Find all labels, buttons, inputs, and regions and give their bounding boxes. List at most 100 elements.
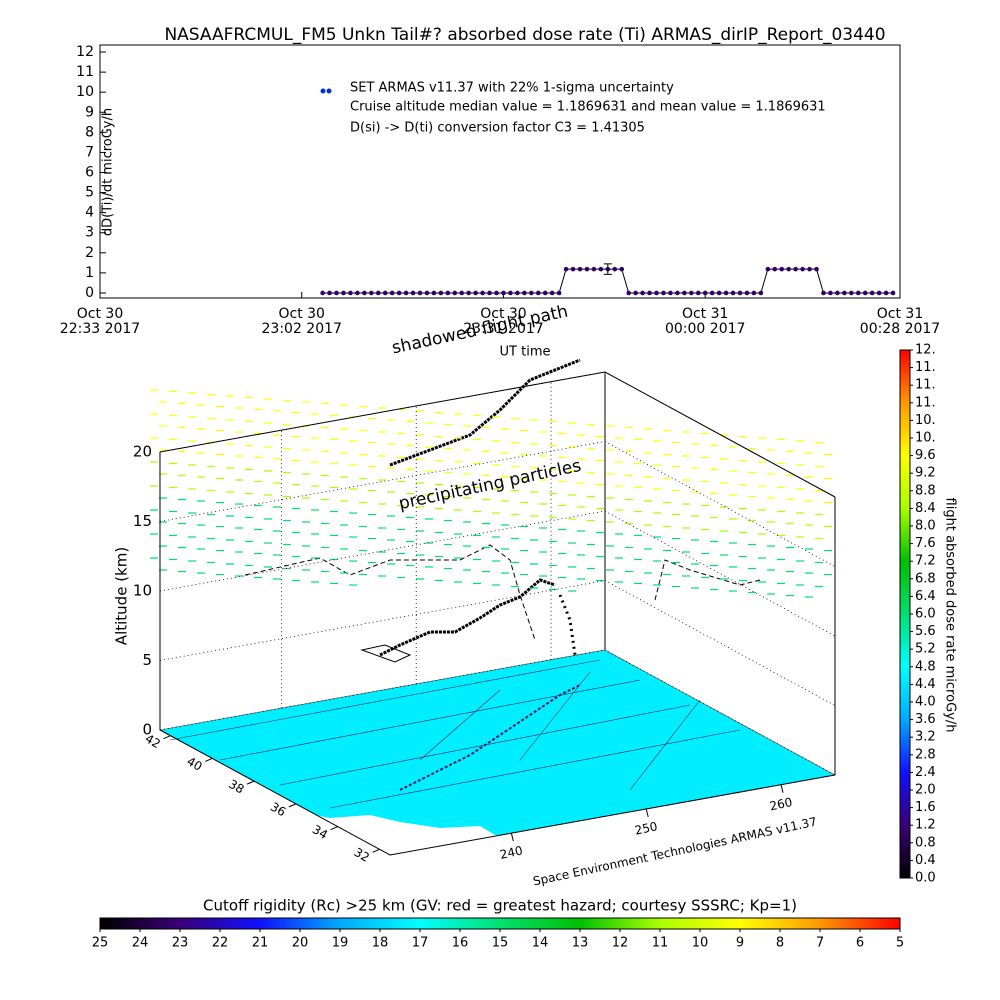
data-point [730, 290, 736, 296]
data-point [424, 290, 430, 296]
data-point [786, 266, 791, 272]
data-point [709, 290, 715, 296]
z-tick-label: 20 [133, 443, 152, 461]
colorbar-tick-label: 11. [915, 395, 936, 410]
data-point [876, 290, 882, 296]
colorbar-tick-label: 12. [915, 343, 936, 358]
lon-tick-label: 250 [633, 819, 658, 837]
colorbar-tick-label: 0.0 [915, 871, 936, 886]
data-point [382, 290, 388, 296]
error-bar [603, 263, 612, 275]
data-point [369, 290, 374, 296]
z-tick-label: 0 [142, 721, 152, 739]
legend-text: D(si) -> D(ti) conversion factor C3 = 1.… [350, 121, 645, 136]
data-point [563, 266, 569, 272]
data-point [396, 290, 402, 296]
data-point [431, 290, 437, 296]
y-tick-label: 6 [85, 165, 94, 181]
z-tick-label: 10 [133, 582, 152, 600]
data-point [842, 290, 847, 296]
data-point [320, 290, 325, 296]
data-point [835, 290, 840, 296]
shadowed-flight-path [389, 358, 581, 467]
colorbar-tick-label: 23 [172, 936, 189, 951]
colorbar-tick-label: 16 [452, 936, 469, 951]
x-tick-label: Oct 30 [278, 306, 324, 322]
colorbar-tick-label: 20 [292, 936, 309, 951]
data-point [612, 266, 618, 272]
colorbar-tick-label: 14 [532, 936, 549, 951]
z-grid-line [159, 441, 836, 567]
data-point [501, 290, 506, 296]
colorbar-tick-label: 11. [915, 378, 936, 393]
data-point [445, 290, 451, 296]
data-point [452, 290, 458, 296]
data-point [570, 266, 576, 272]
data-point [417, 290, 423, 296]
data-point [695, 290, 701, 296]
colorbar-tick-label: 25 [92, 936, 109, 951]
lon-tick [510, 833, 514, 842]
colorbar-tick-label: 6.0 [915, 607, 936, 622]
x-tick-label: Oct 30 [480, 306, 526, 322]
colorbar-tick-label: 15 [492, 936, 509, 951]
colorbar-tick-label: 4.8 [915, 659, 936, 674]
lat-tick [288, 803, 297, 808]
legend-text: SET ARMAS v11.37 with 22% 1-sigma uncert… [350, 81, 674, 96]
data-point [723, 290, 729, 296]
data-point [389, 290, 395, 296]
data-point [890, 290, 896, 296]
colorbar [99, 917, 901, 930]
colorbar-tick-label: 8.0 [915, 519, 936, 534]
data-point [584, 266, 590, 272]
legend-marker [326, 88, 332, 94]
data-point [466, 290, 471, 296]
x-tick-label: 00:28 2017 [860, 321, 940, 337]
colorbar-label: Cutoff rigidity (Rc) >25 km (GV: red = g… [203, 897, 797, 915]
x-tick-label: 23:02 2017 [262, 321, 342, 337]
data-point [542, 290, 548, 296]
data-point [522, 290, 527, 296]
colorbar-tick-label: 11 [652, 936, 669, 951]
data-point [529, 290, 534, 296]
colorbar-tick-label: 1.6 [915, 800, 936, 815]
data-point [640, 290, 645, 296]
data-point [675, 290, 680, 296]
lat-tick-label: 42 [143, 731, 163, 751]
colorbar-tick-label: 24 [132, 936, 149, 951]
data-point [626, 290, 631, 296]
data-point [577, 266, 583, 272]
lat-tick [246, 780, 255, 785]
colorbar-tick-label: 12 [612, 936, 629, 951]
z-label: Altitude (km) [113, 547, 131, 645]
legend-text: Cruise altitude median value = 1.1869631… [350, 100, 826, 115]
data-point [654, 290, 659, 296]
data-point [327, 290, 332, 296]
y-tick-label: 7 [85, 144, 94, 160]
data-point [779, 266, 785, 272]
plot-frame [99, 44, 901, 299]
data-point [793, 266, 798, 272]
lat-tick [330, 826, 338, 831]
colorbar-tick-label: 8.8 [915, 483, 936, 498]
colorbar-tick-label: 5 [896, 936, 904, 951]
data-point [772, 266, 778, 272]
y-tick-label: 4 [85, 205, 94, 221]
lat-tick-label: 32 [352, 845, 372, 865]
data-point [535, 290, 541, 296]
title: NASAAFRCMUL_FM5 Unkn Tail#? absorbed dos… [164, 25, 885, 45]
colorbar-tick-label: 8 [776, 936, 784, 951]
colorbar-tick-label: 22 [212, 936, 229, 951]
lat-tick [163, 735, 171, 740]
x-label: UT time [500, 345, 551, 360]
lat-tick-label: 38 [226, 777, 246, 797]
lon-tick [780, 784, 784, 793]
data-point [556, 290, 562, 296]
colorbar-label: flight absorbed dose rate microGy/h [943, 498, 958, 733]
data-point [438, 290, 444, 296]
colorbar-tick-label: 6.4 [915, 589, 936, 604]
colorbar-tick-label: 4.0 [915, 695, 936, 710]
data-point [598, 266, 604, 272]
colorbar-tick-label: 2.4 [915, 765, 936, 780]
